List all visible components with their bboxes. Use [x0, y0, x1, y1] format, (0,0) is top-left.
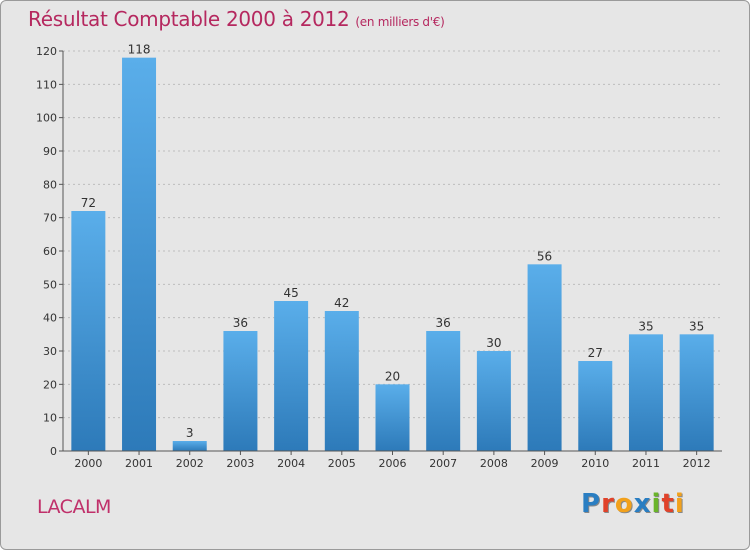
data-label-2010: 27	[588, 346, 603, 360]
data-label-2004: 45	[283, 286, 298, 300]
x-tick-label-2007: 2007	[429, 457, 457, 470]
y-tick-label: 60	[43, 245, 57, 258]
data-label-2002: 3	[186, 426, 194, 440]
x-tick-label-2006: 2006	[379, 457, 407, 470]
chart-subtitle: (en milliers d'€)	[355, 15, 445, 29]
bar-2006	[375, 384, 410, 451]
x-tick-label-2012: 2012	[683, 457, 711, 470]
bar-2005	[324, 311, 359, 451]
y-tick-label: 70	[43, 212, 57, 225]
data-label-2009: 56	[537, 249, 552, 263]
logo-letter: t	[661, 489, 675, 519]
bar-2003	[223, 331, 258, 451]
bar-2008	[476, 351, 511, 451]
x-tick-label-2001: 2001	[125, 457, 153, 470]
y-tick-label: 30	[43, 345, 57, 358]
x-tick-label-2009: 2009	[531, 457, 559, 470]
bar-2009	[527, 264, 562, 451]
y-tick-label: 100	[36, 112, 57, 125]
logo-letter: o	[614, 489, 634, 519]
y-tick-label: 10	[43, 412, 57, 425]
bar-2010	[578, 361, 613, 451]
data-label-2007: 36	[436, 316, 451, 330]
y-tick-label: 20	[43, 378, 57, 391]
chart-title: Résultat Comptable 2000 à 2012 (en millie…	[28, 7, 445, 31]
y-tick-label: 120	[36, 45, 57, 58]
logo-letter: i	[674, 489, 685, 519]
bar-2011	[628, 334, 663, 451]
commune-name: LACALM	[37, 496, 111, 518]
bar-2000	[71, 211, 106, 451]
x-tick-label-2010: 2010	[581, 457, 609, 470]
y-tick-label: 0	[50, 445, 57, 458]
data-label-2008: 30	[486, 336, 501, 350]
data-label-2006: 20	[385, 369, 400, 383]
data-label-2003: 36	[233, 316, 248, 330]
bar-2012	[679, 334, 714, 451]
y-tick-label: 50	[43, 278, 57, 291]
data-label-2011: 35	[638, 319, 653, 333]
x-tick-label-2011: 2011	[632, 457, 660, 470]
logo-letter: P	[581, 489, 602, 519]
logo-letter: x	[633, 489, 652, 519]
y-tick-label: 40	[43, 312, 57, 325]
x-tick-label-2000: 2000	[74, 457, 102, 470]
bar-2004	[274, 301, 309, 451]
y-tick-label: 90	[43, 145, 57, 158]
bar-2001	[122, 57, 157, 452]
x-tick-label-2002: 2002	[176, 457, 204, 470]
bar-2007	[426, 331, 461, 451]
x-tick-label-2004: 2004	[277, 457, 305, 470]
logo-letter: r	[601, 489, 615, 519]
logo-letter: i	[651, 489, 662, 519]
chart-title-text: Résultat Comptable 2000 à 2012	[28, 7, 350, 31]
data-label-2000: 72	[81, 196, 96, 210]
proxiti-logo: Proxiti	[581, 489, 685, 519]
bar-2002	[172, 441, 207, 451]
y-tick-label: 80	[43, 178, 57, 191]
data-label-2012: 35	[689, 319, 704, 333]
data-label-2005: 42	[334, 296, 349, 310]
x-tick-label-2003: 2003	[226, 457, 254, 470]
x-tick-label-2008: 2008	[480, 457, 508, 470]
x-tick-label-2005: 2005	[328, 457, 356, 470]
data-label-2001: 118	[128, 43, 151, 57]
y-tick-label: 110	[36, 78, 57, 91]
